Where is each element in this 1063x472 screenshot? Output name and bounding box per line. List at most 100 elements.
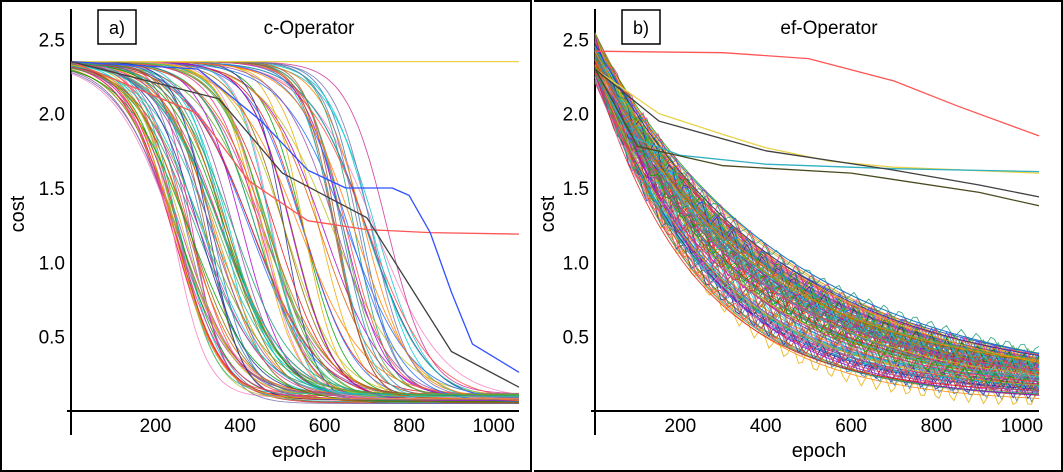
y-tick-label: 1.5 [39,179,65,200]
series-line [70,64,519,397]
series-line [70,65,519,395]
series-line [70,61,520,396]
series-line [594,66,1040,366]
series-line [594,72,1040,391]
series-line [70,62,519,399]
series-line [70,61,519,398]
series-line [70,61,519,400]
panel-label: b) [633,18,649,38]
panel-label-box [97,9,137,45]
series-group [594,32,1040,406]
panel-label: a) [109,18,125,38]
y-tick-label: 1.5 [563,179,589,200]
series-line [71,61,519,398]
series-line [71,61,519,395]
y-tick-label: 2.0 [39,105,65,126]
series-line [71,61,519,398]
series-line [70,63,519,396]
y-tick-label: 0.5 [39,328,65,349]
series-line [71,61,519,396]
series-line [594,76,1040,382]
highlighted-series-line [594,68,1040,198]
series-line [70,67,519,396]
series-line [70,64,519,400]
chart-title: c-Operator [264,18,355,39]
x-tick-label: 800 [921,416,953,437]
x-tick-label: 1000 [473,416,515,437]
series-line [594,60,1040,391]
highlighted-series-line [594,68,1040,174]
y-tick-label: 2.0 [563,105,589,126]
y-tick-label: 2.5 [39,30,65,51]
series-line [70,62,519,397]
y-tick-label: 1.0 [563,253,589,274]
series-line [594,57,1040,390]
x-tick-label: 200 [140,416,172,437]
series-line [71,61,520,398]
series-line [594,67,1040,371]
y-tick-label: 0.5 [563,328,589,349]
series-line [71,61,519,398]
y-axis-label: cost [537,195,559,232]
series-line [70,61,519,395]
series-line [71,61,519,397]
x-tick-label: 800 [393,416,425,437]
series-line [70,61,519,397]
series-line [71,61,520,394]
series-line [71,61,520,397]
highlighted-series-line [70,60,520,388]
series-line [70,62,519,403]
series-line [71,61,520,398]
series-line [594,47,1040,393]
series-line [594,57,1040,355]
series-line [71,61,520,399]
series-line [71,61,520,396]
panel-a: 200 400 600 800 1000 0.5 1.0 1.5 2.0 2.5 epoch cost… [0,0,532,472]
series-line [71,61,519,396]
series-line [70,63,519,395]
series-line [594,45,1040,380]
series-line [71,61,519,400]
series-line [594,43,1040,357]
series-line [71,61,519,396]
chart-a: 200 400 600 800 1000 0.5 1.0 1.5 2.0 2.5 epoch cost… [7,9,520,462]
series-line [594,47,1040,372]
series-line [71,61,520,398]
y-tick-label: 2.5 [563,30,589,51]
series-line [71,61,519,397]
series-line [71,61,519,396]
series-line [70,62,519,402]
series-line [71,61,519,397]
series-line [594,45,1040,355]
y-axis-label: cost [7,195,29,232]
series-line [70,61,519,398]
series-line [70,65,519,398]
highlighted-series-line [594,68,1040,207]
chart-b: 200 400 600 800 1000 0.5 1.0 1.5 2.0 2.5 epoch cost… [537,9,1043,462]
x-tick-label: 600 [835,416,867,437]
series-line [71,61,520,399]
x-axis-label: epoch [272,440,327,462]
x-tick-label: 600 [309,416,341,437]
series-line [71,61,519,396]
series-line [70,61,520,396]
series-line [70,70,519,403]
series-line [71,61,519,398]
x-axis-label: epoch [792,440,847,462]
series-line [594,82,1040,383]
highlighted-series-line [594,68,1040,173]
series-line [70,61,519,404]
chart-title: ef-Operator [780,18,878,39]
series-line [594,50,1040,362]
series-line [594,66,1040,391]
series-line [594,68,1040,390]
series-line [70,61,519,396]
series-line [594,59,1040,362]
highlighted-series-line [70,60,520,373]
series-group [70,60,520,404]
series-line [594,64,1040,386]
series-line [594,51,1040,363]
series-line [70,61,519,398]
series-line [70,63,519,397]
